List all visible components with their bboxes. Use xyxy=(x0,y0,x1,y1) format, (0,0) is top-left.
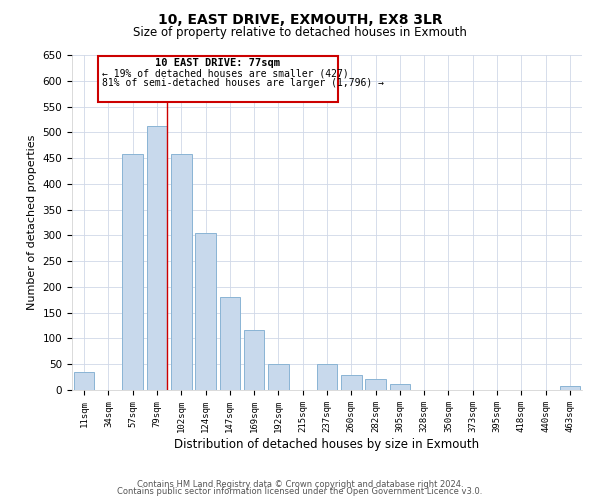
Text: Size of property relative to detached houses in Exmouth: Size of property relative to detached ho… xyxy=(133,26,467,39)
Bar xyxy=(341,375,362,390)
Bar xyxy=(220,296,240,390)
Bar xyxy=(244,330,265,390)
Bar xyxy=(365,379,386,390)
Text: ← 19% of detached houses are smaller (427): ← 19% of detached houses are smaller (42… xyxy=(103,68,349,78)
Bar xyxy=(171,154,191,390)
Text: 10, EAST DRIVE, EXMOUTH, EX8 3LR: 10, EAST DRIVE, EXMOUTH, EX8 3LR xyxy=(158,12,442,26)
Bar xyxy=(560,386,580,390)
Text: Contains HM Land Registry data © Crown copyright and database right 2024.: Contains HM Land Registry data © Crown c… xyxy=(137,480,463,489)
Text: 81% of semi-detached houses are larger (1,796) →: 81% of semi-detached houses are larger (… xyxy=(103,78,385,88)
Bar xyxy=(122,154,143,390)
Bar xyxy=(317,364,337,390)
FancyBboxPatch shape xyxy=(97,56,338,102)
Text: 10 EAST DRIVE: 77sqm: 10 EAST DRIVE: 77sqm xyxy=(155,58,280,68)
Text: Contains public sector information licensed under the Open Government Licence v3: Contains public sector information licen… xyxy=(118,488,482,496)
Bar xyxy=(389,384,410,390)
X-axis label: Distribution of detached houses by size in Exmouth: Distribution of detached houses by size … xyxy=(175,438,479,450)
Bar xyxy=(146,126,167,390)
Bar xyxy=(74,372,94,390)
Bar xyxy=(268,364,289,390)
Y-axis label: Number of detached properties: Number of detached properties xyxy=(27,135,37,310)
Bar xyxy=(195,233,216,390)
